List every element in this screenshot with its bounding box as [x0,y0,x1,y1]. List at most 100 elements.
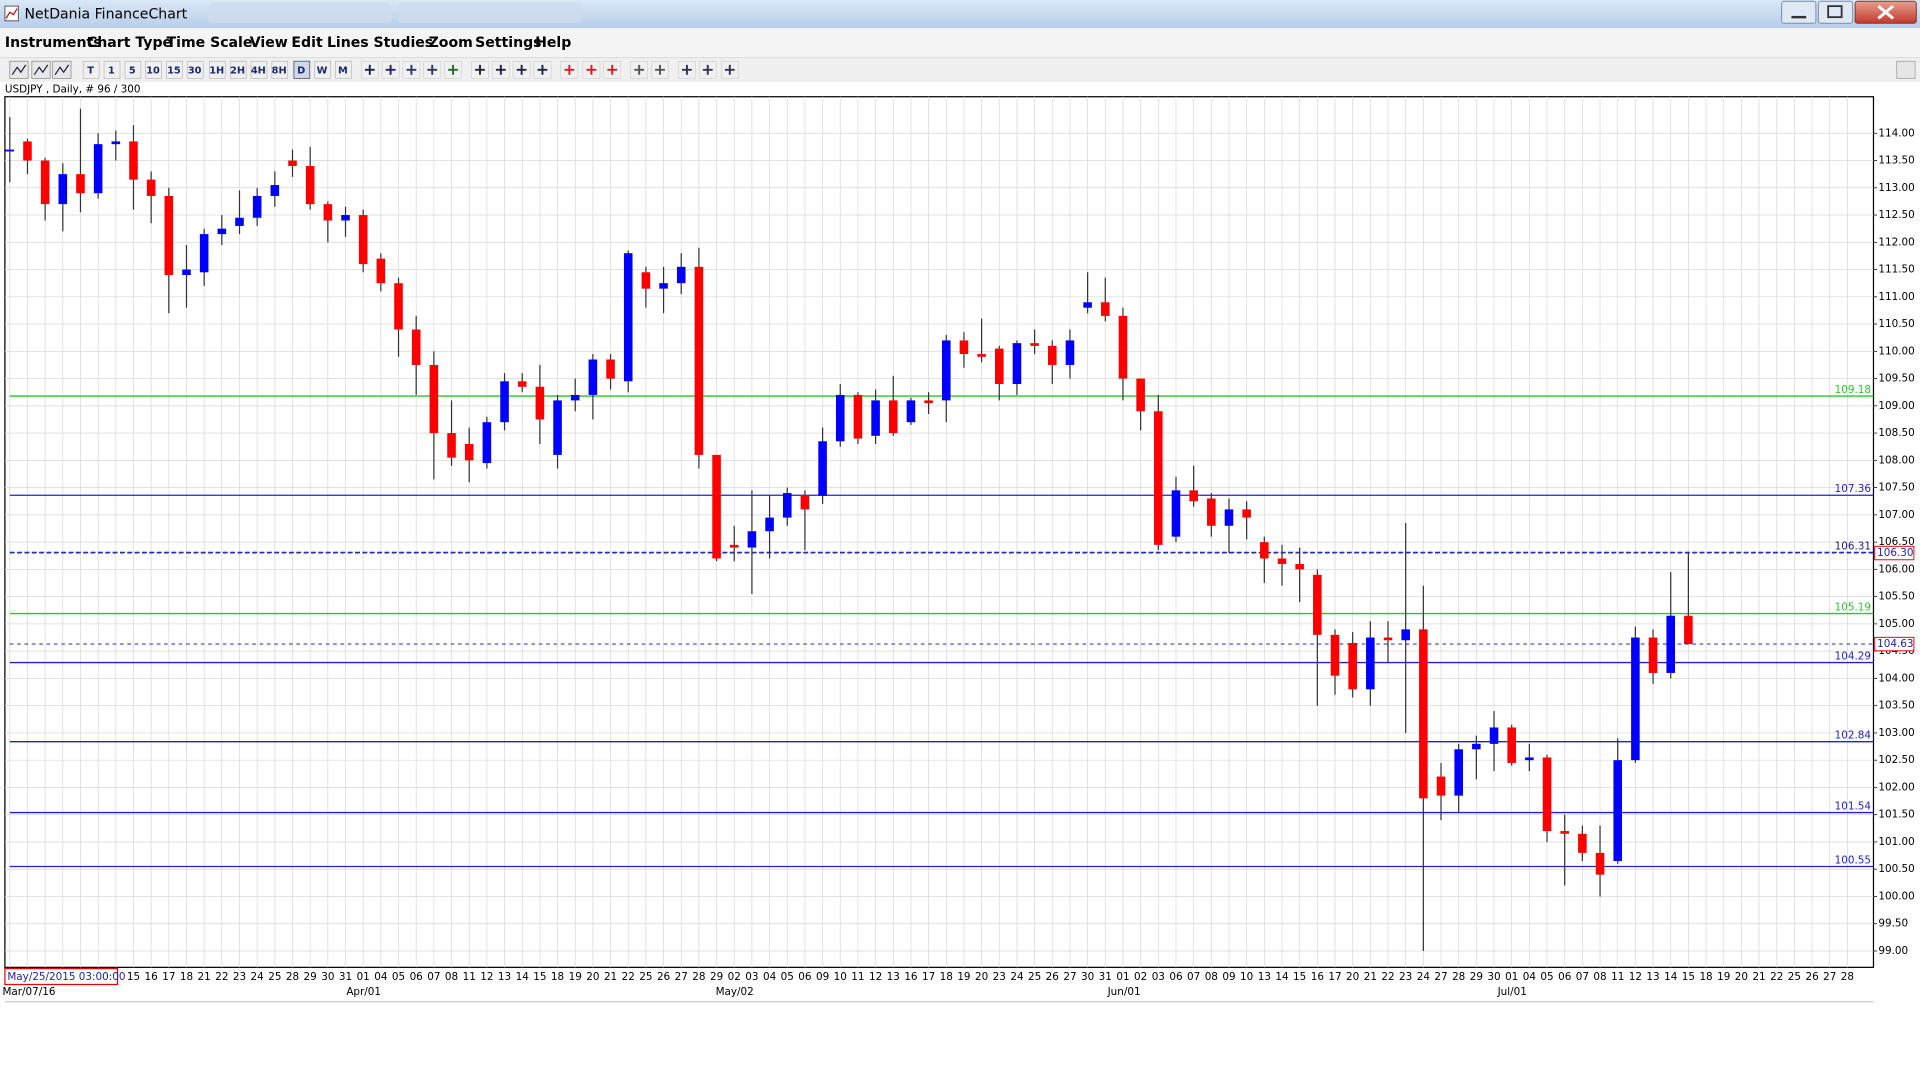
candle-body [959,340,969,355]
panel-button[interactable] [1896,60,1916,79]
background-tab[interactable] [397,2,582,24]
candle-body [1383,637,1393,641]
y-tick-label: 108.00 [1878,454,1914,466]
candle-body [376,258,386,284]
menu-item[interactable]: Time Scale [167,35,253,51]
x-tick-label: 16 [1311,971,1324,983]
x-tick-label: 18 [180,971,193,983]
candle-body [1207,498,1216,526]
timeframe-button[interactable] [166,60,183,79]
candle-body [1648,637,1658,673]
x-tick-label: 29 [710,971,723,983]
candle-body [1525,757,1534,761]
candle-body [1118,315,1128,379]
candle-body [1295,563,1304,570]
menu-item[interactable]: View [250,35,288,51]
x-tick-label: 07 [427,971,440,983]
timeframe-button[interactable] [293,60,311,79]
menu-item[interactable]: Settings [475,35,541,51]
timeframe-button[interactable] [82,60,100,79]
timeframe-label[interactable]: 5 [129,65,136,76]
y-tick-label: 101.50 [1878,809,1914,821]
background-tab[interactable] [208,2,392,24]
candle-body [1666,615,1676,673]
timeframe-button[interactable] [209,60,226,79]
candle-body [588,359,598,395]
y-tick-label: 100.50 [1878,863,1914,875]
candle-body [606,359,615,379]
menu-item[interactable]: Studies [373,35,433,51]
candle-body [164,195,174,276]
timeframe-label[interactable]: 15 [167,65,181,76]
timeframe-label[interactable]: 2H [230,65,245,76]
tool-icon [607,64,618,75]
price-marker-label: 104.63 [1877,638,1913,650]
timeframe-label[interactable]: D [297,65,305,76]
month-label: Apr/01 [346,986,381,998]
candle-body [358,215,368,265]
y-tick-label: 104.00 [1878,672,1914,684]
timeframe-button[interactable] [335,60,352,79]
timeframe-button[interactable] [103,60,121,79]
timeframe-button[interactable] [124,60,142,79]
minimize-button[interactable] [1781,0,1817,24]
x-tick-label: 18 [940,971,953,983]
candle-body [1048,345,1057,365]
y-tick-label: 106.50 [1878,536,1914,548]
candle-body [1613,760,1622,862]
x-tick-label: 04 [374,971,388,983]
candle-body [641,272,651,289]
grid [4,96,1874,968]
candle-body [712,454,721,559]
timeframe-button[interactable] [186,60,204,79]
menu-item[interactable]: Help [535,35,571,51]
x-tick-label: 17 [1328,971,1341,983]
plot-area [4,96,1875,968]
level-label: 106.31 [1835,540,1871,552]
timeframe-button[interactable] [271,60,289,79]
candle-body [747,531,757,548]
timeframe-button[interactable] [314,60,331,79]
candle-body [1542,757,1552,832]
menu-item[interactable]: Instruments [5,35,102,51]
timeframe-button[interactable] [250,60,268,79]
timeframe-label[interactable]: 30 [188,65,202,76]
x-tick-label: 04 [763,971,777,983]
y-tick-label: 101.00 [1878,836,1914,848]
candle-body [1489,727,1499,744]
candle-body [1578,833,1587,853]
maximize-button[interactable] [1817,0,1854,24]
timeframe-label[interactable]: T [87,65,94,76]
x-tick-label: 21 [604,971,617,983]
menu-item[interactable]: Lines [327,35,369,51]
timeframe-label[interactable]: 10 [146,65,160,76]
candle-body [1171,490,1181,537]
candle-body [1401,629,1410,641]
timeframe-label[interactable]: 8H [272,65,287,76]
menu-item[interactable]: Edit [291,35,323,51]
y-tick-label: 107.00 [1878,509,1914,521]
candle-body [818,441,827,496]
candle-body [464,443,474,461]
timeframe-label[interactable]: 4H [251,65,266,76]
candle-body [535,386,545,420]
x-tick-label: 25 [268,971,281,983]
x-tick-label: 23 [233,971,246,983]
level-label: 100.55 [1835,854,1871,866]
candle-body [676,266,686,284]
menu-item[interactable]: Chart Type [87,35,172,51]
timeframe-label[interactable]: M [338,65,348,76]
window-title: NetDania FinanceChart [24,7,187,23]
x-tick-label: 29 [304,971,317,983]
x-tick-label: 22 [215,971,228,983]
menu-item[interactable]: Zoom [429,35,473,51]
x-tick-label: 23 [993,971,1006,983]
timeframe-button[interactable] [145,60,163,79]
timeframe-label[interactable]: 1 [108,65,115,76]
candle-body [447,433,456,458]
timeframe-label[interactable]: 1H [209,65,224,76]
timeframe-label[interactable]: W [317,65,328,76]
candle-body [1631,637,1640,761]
timeframe-button[interactable] [229,60,247,79]
level-label: 109.18 [1835,384,1871,396]
